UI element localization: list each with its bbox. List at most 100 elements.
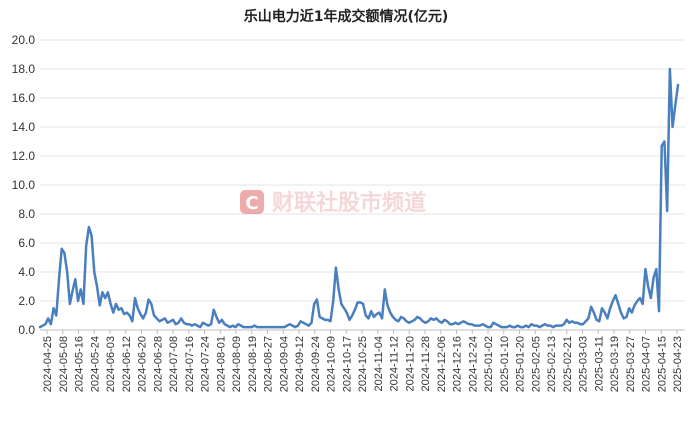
data-point <box>500 326 503 328</box>
data-point <box>435 317 437 319</box>
data-point <box>625 316 628 318</box>
data-point <box>433 319 435 321</box>
data-point <box>481 323 484 325</box>
data-point <box>381 317 383 319</box>
y-tick-label: 12.0 <box>12 149 36 163</box>
data-point <box>234 326 237 328</box>
data-point <box>137 307 139 309</box>
y-tick-label: 14.0 <box>12 120 36 134</box>
x-tick-label: 2024-11-04 <box>373 336 385 391</box>
data-point <box>449 323 451 325</box>
data-point <box>389 312 391 314</box>
data-point <box>177 322 180 324</box>
y-tick-label: 20.0 <box>12 33 36 47</box>
data-point <box>560 325 562 327</box>
data-point <box>74 278 76 280</box>
data-point <box>253 325 256 327</box>
x-tick-label: 2025-01-20 <box>515 336 527 392</box>
data-point <box>636 300 638 302</box>
data-point <box>454 322 456 324</box>
data-point <box>283 326 285 328</box>
data-point <box>677 84 679 86</box>
data-point <box>538 326 541 328</box>
data-point <box>243 326 245 328</box>
data-point <box>658 310 660 312</box>
data-point <box>167 322 169 324</box>
data-point <box>275 326 277 328</box>
data-point <box>623 317 625 319</box>
data-point <box>362 303 364 305</box>
data-point <box>194 323 196 325</box>
data-point <box>614 294 617 296</box>
data-point <box>427 320 429 322</box>
data-point <box>104 297 106 299</box>
x-tick-label: 2024-06-28 <box>152 336 164 392</box>
data-point <box>669 68 671 70</box>
x-tick-label: 2025-04-15 <box>656 336 668 392</box>
data-point <box>188 323 190 325</box>
data-point <box>148 298 150 301</box>
data-point <box>47 317 49 319</box>
data-point <box>503 326 505 328</box>
data-point <box>226 325 228 327</box>
chart-title: 乐山电力近1年成交额情况(亿元) <box>244 8 449 25</box>
x-tick-label: 2025-02-21 <box>562 336 574 392</box>
data-point <box>606 317 609 319</box>
data-point <box>221 319 223 321</box>
data-point <box>384 288 386 290</box>
data-point <box>452 323 454 325</box>
data-point <box>422 320 424 322</box>
data-point <box>199 326 201 328</box>
data-point <box>533 325 535 327</box>
data-point <box>514 326 516 328</box>
x-tick-label: 2025-03-19 <box>609 336 621 392</box>
data-point <box>495 323 497 325</box>
data-point <box>661 145 663 147</box>
data-point <box>267 326 269 328</box>
data-point <box>335 267 337 269</box>
data-point <box>300 320 302 322</box>
data-point <box>465 322 467 324</box>
data-point <box>631 312 633 314</box>
data-point <box>571 320 573 322</box>
data-point <box>644 268 647 270</box>
series-points <box>39 68 679 328</box>
data-point <box>327 319 329 321</box>
data-point <box>604 312 606 314</box>
data-point <box>251 326 253 328</box>
data-point <box>305 323 307 325</box>
data-point <box>319 316 321 318</box>
data-point <box>294 326 296 328</box>
data-point <box>530 323 533 325</box>
data-point <box>424 322 427 324</box>
data-point <box>365 314 367 317</box>
x-tick-label: 2024-08-19 <box>247 336 259 392</box>
data-point <box>338 288 340 290</box>
data-point <box>80 288 82 290</box>
data-point <box>552 326 554 328</box>
watermark-text: 财联社股市频道 <box>272 190 426 216</box>
data-point <box>376 313 378 315</box>
data-point <box>487 326 489 328</box>
x-tick-label: 2024-11-12 <box>389 336 401 391</box>
x-tick-label: 2024-04-25 <box>42 336 54 392</box>
data-point <box>278 326 280 328</box>
data-point <box>566 319 568 321</box>
data-point <box>609 307 611 309</box>
data-point <box>115 303 117 305</box>
data-point <box>400 316 402 318</box>
data-point <box>633 304 636 306</box>
y-tick-label: 10.0 <box>12 178 36 192</box>
data-point <box>666 210 668 212</box>
data-point <box>272 326 275 328</box>
data-point <box>191 325 193 327</box>
data-point <box>563 323 565 325</box>
data-point <box>313 303 315 305</box>
data-point <box>343 307 345 309</box>
data-point <box>498 325 500 327</box>
data-point <box>652 277 655 279</box>
data-point <box>164 317 166 319</box>
gridlines <box>40 39 685 302</box>
data-point <box>443 319 446 321</box>
x-tick-label: 2025-03-03 <box>578 336 590 392</box>
